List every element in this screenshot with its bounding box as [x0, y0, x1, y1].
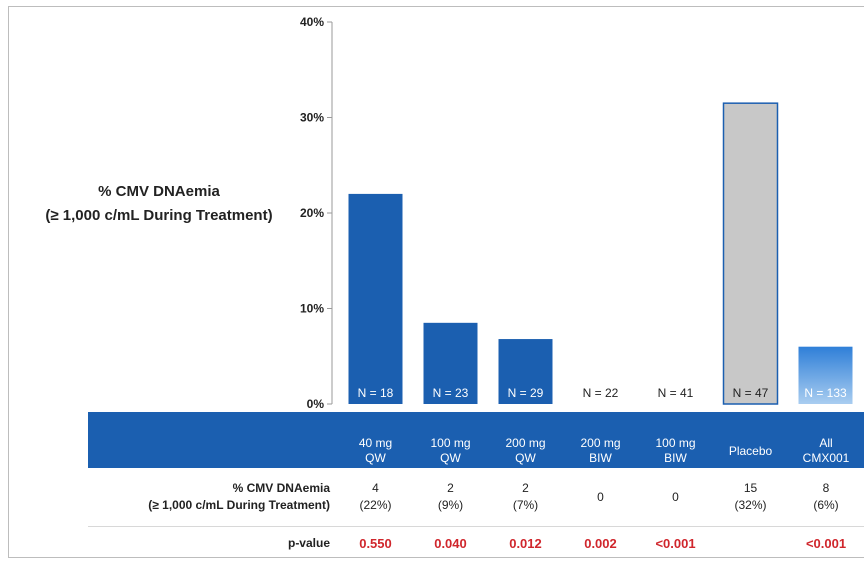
table-header-cell: 200 mg QW: [505, 436, 546, 465]
table-header-cell: 200 mg BIW: [580, 436, 621, 465]
table-cell: 4 (22%): [359, 481, 392, 512]
table-header-cell: All CMX001: [802, 436, 850, 465]
n-label: N = 47: [733, 386, 769, 400]
y-tick-label: 10%: [300, 302, 324, 316]
n-label: N = 18: [358, 386, 394, 400]
y-tick-label: 20%: [300, 206, 324, 220]
pvalue-cell: <0.001: [805, 535, 847, 551]
table-row-dnaemia: % CMV DNAemia (≥ 1,000 c/mL During Treatm…: [88, 468, 864, 527]
bar: [798, 346, 853, 404]
bar: [498, 339, 553, 404]
row-label-pvalue: p-value: [287, 535, 330, 550]
pvalue-cell: 0.012: [509, 535, 542, 551]
chart-frame: [8, 6, 864, 558]
table-header-cell: 100 mg QW: [430, 436, 471, 465]
y-tick-label: 40%: [300, 15, 324, 29]
table-cell: 15 (32%): [734, 481, 767, 512]
results-table: 40 mg QW 100 mg QW 200 mg QW 200 mg BIW 100 …: [88, 412, 864, 559]
table-header-cell: Placebo: [728, 443, 773, 458]
n-label: N = 29: [508, 386, 544, 400]
table-header-cell: 100 mg BIW: [655, 436, 696, 465]
table-cell: 2 (9%): [437, 481, 464, 512]
y-tick-label: 30%: [300, 111, 324, 125]
y-axis-label: % CMV DNAemia (≥ 1,000 c/mL During Treat…: [14, 180, 304, 228]
bar: [423, 322, 478, 404]
y-axis-label-line1: % CMV DNAemia: [98, 183, 220, 200]
row-label-dnaemia: % CMV DNAemia (≥ 1,000 c/mL During Treatm…: [148, 481, 330, 512]
table-cell: 2 (7%): [512, 481, 539, 512]
pvalue-cell: 0.040: [434, 535, 467, 551]
pvalue-cell: <0.001: [655, 535, 696, 551]
table-row-pvalue: p-value 0.550 0.040 0.012 0.002 <0.001 <…: [88, 527, 864, 559]
table-header-blank: [88, 412, 338, 468]
bar-chart: 0% 10% 20% 30% 40% N = 18 N = 23 N = 29 N = 22 N …: [300, 15, 853, 411]
n-label: N = 133: [804, 386, 847, 400]
bar: [722, 102, 779, 405]
n-label: N = 41: [658, 386, 694, 400]
pvalue-cell: 0.550: [359, 535, 392, 551]
n-label: N = 22: [583, 386, 619, 400]
table-header-cell: 40 mg QW: [358, 436, 393, 465]
table-header-row: 40 mg QW 100 mg QW 200 mg QW 200 mg BIW 100 …: [88, 412, 864, 468]
y-axis-label-line2: (≥ 1,000 c/mL During Treatment): [45, 207, 273, 224]
table-cell: 0: [672, 489, 679, 504]
n-label: N = 23: [433, 386, 469, 400]
pvalue-cell: 0.002: [584, 535, 617, 551]
table-cell: 0: [597, 489, 604, 504]
pvalue-cell: [713, 527, 788, 559]
bar: [348, 193, 403, 404]
table-cell: 8 (6%): [813, 481, 839, 512]
y-tick-label: 0%: [307, 397, 325, 411]
